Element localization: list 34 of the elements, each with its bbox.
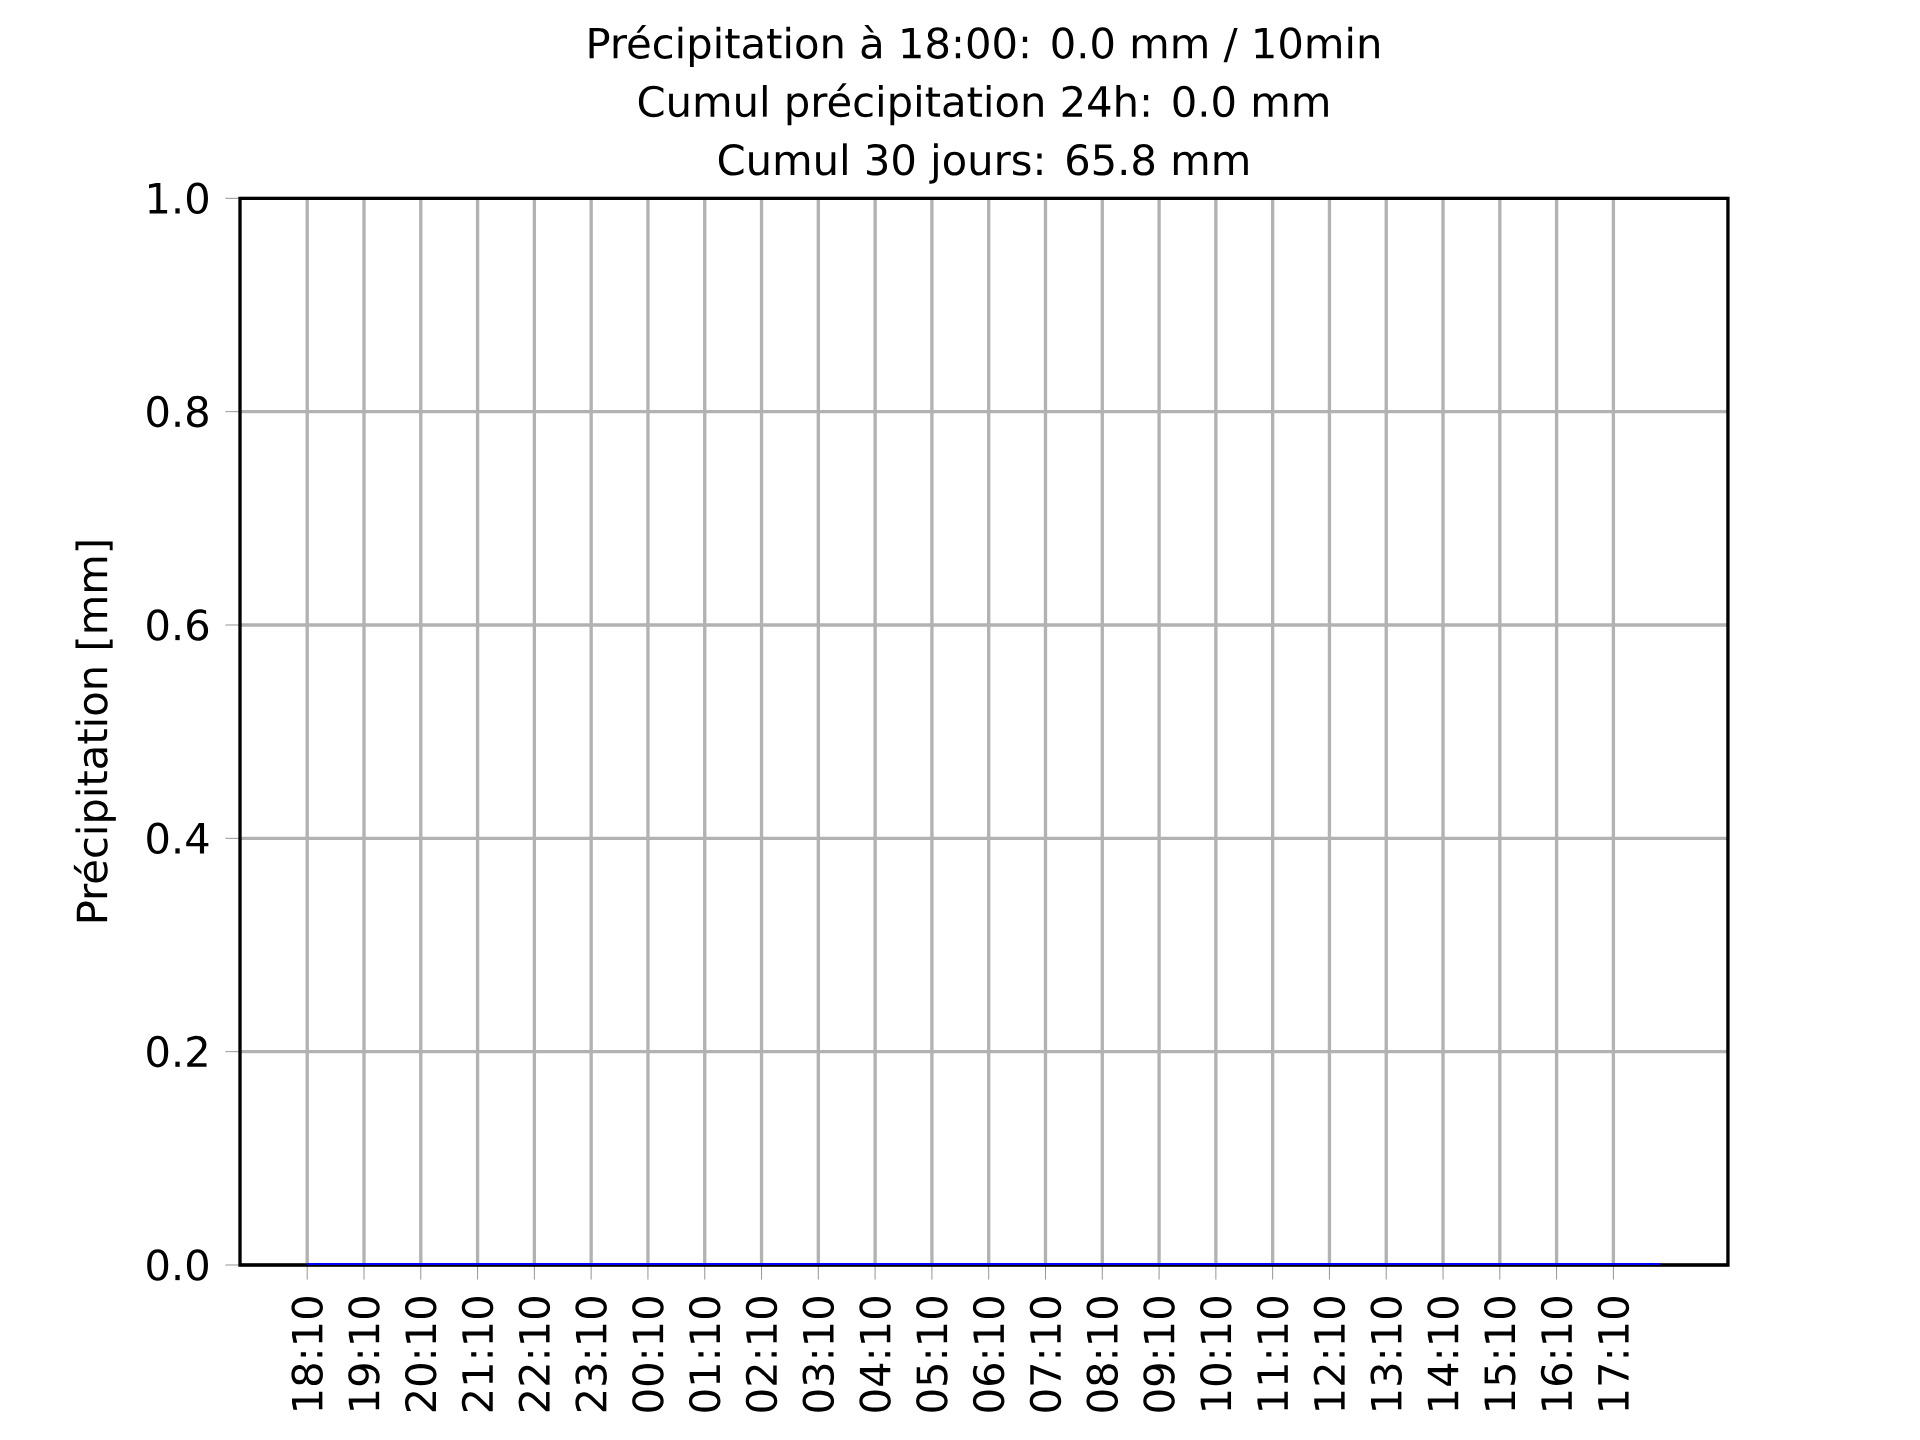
x-tick-label: 20:10	[404, 1297, 437, 1412]
text: Cumul 30 jours: 65.8 mm	[718, 143, 1248, 184]
x-tick-label: 18:10	[291, 1297, 323, 1410]
y-tick-label: 0.8	[147, 395, 208, 428]
x-tick-label: 05:10	[916, 1297, 948, 1412]
x-tick-label: 06:10	[972, 1297, 1005, 1412]
x-tick-label: 02:10	[745, 1297, 778, 1412]
x-tick-label: 21:10	[461, 1297, 494, 1412]
x-tick-label: 08:10	[1086, 1297, 1119, 1412]
x-tick-label: 11:10	[1256, 1297, 1289, 1410]
x-tick-label: 15:10	[1484, 1297, 1516, 1410]
y-tick-label: 0.4	[147, 822, 209, 855]
x-tick-label: 03:10	[802, 1297, 835, 1412]
chart-title: Précipitation à 18:00: 0.0 mm / 10min	[589, 24, 1379, 68]
x-tick-label: 12:10	[1313, 1297, 1346, 1410]
y-tick-label: 0.0	[147, 1249, 208, 1281]
y-tick-label: 1.0	[149, 182, 208, 215]
x-tick-label: 00:10	[632, 1297, 664, 1412]
x-tick-label: 01:10	[688, 1297, 721, 1412]
x-tick-label: 10:10	[1200, 1297, 1232, 1410]
x-tick-label: 16:10	[1540, 1297, 1573, 1410]
x-tick-label: 07:10	[1029, 1297, 1062, 1412]
x-tick-label: 23:10	[575, 1297, 607, 1412]
x-tick-label: 04:10	[859, 1297, 891, 1412]
y-tick-label: 0.6	[147, 609, 209, 641]
x-tick-label: 09:10	[1143, 1297, 1175, 1412]
y-tick-label: 0.2	[147, 1035, 207, 1068]
x-tick-label: 17:10	[1597, 1297, 1630, 1410]
chart-subtitle: Cumul précipitation 24h: 0.0 mm	[638, 83, 1328, 126]
y-axis-title: Précipitation [mm]	[73, 541, 116, 922]
x-tick-label: 19:10	[348, 1297, 380, 1410]
x-tick-label: 22:10	[518, 1297, 551, 1412]
x-tick-label: 13:10	[1370, 1297, 1402, 1410]
x-tick-label: 14:10	[1427, 1297, 1459, 1410]
